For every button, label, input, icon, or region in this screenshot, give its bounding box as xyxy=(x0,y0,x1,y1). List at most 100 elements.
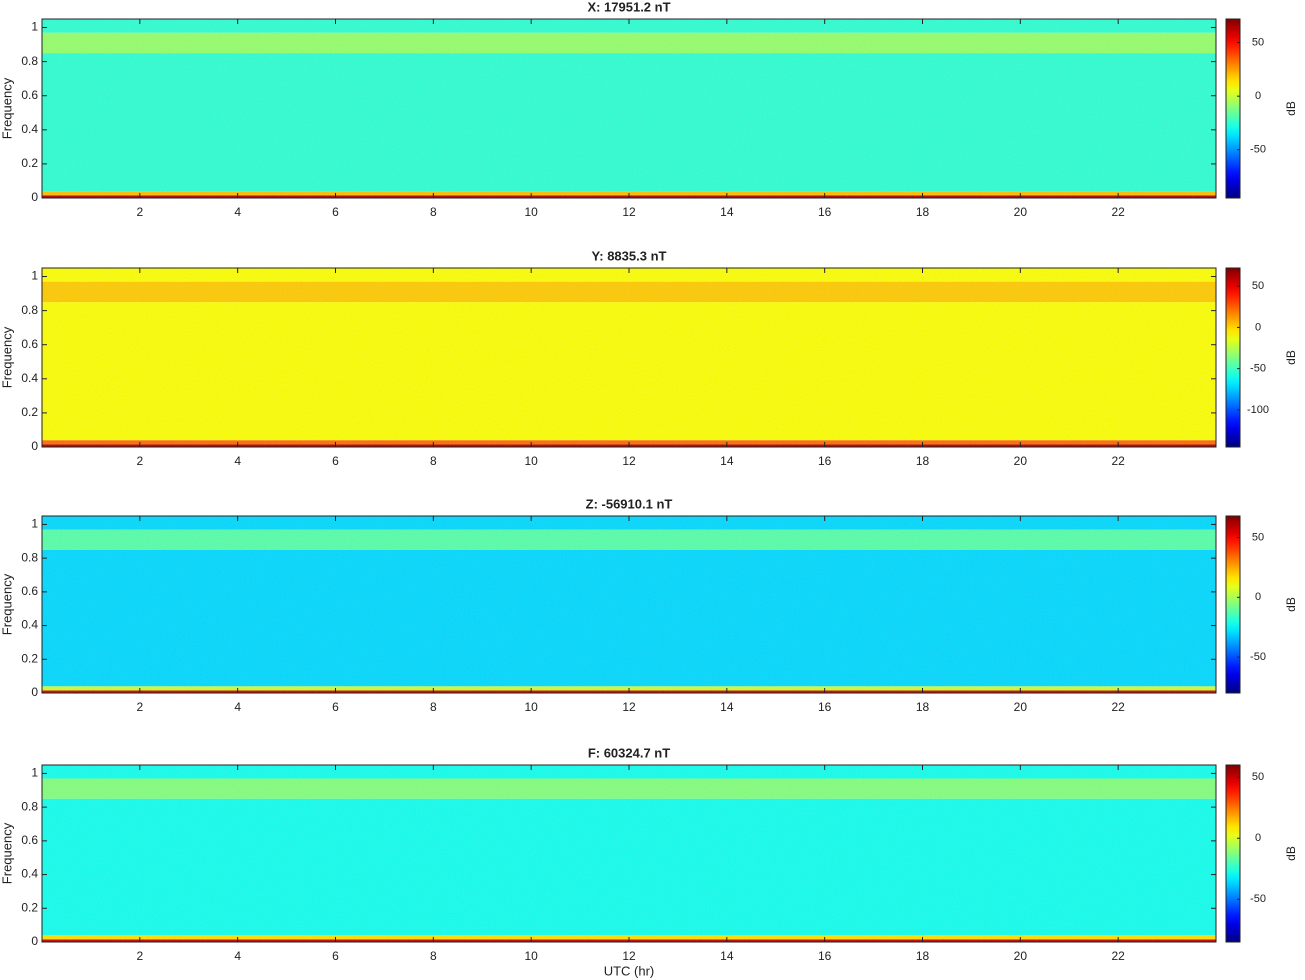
y-tick-label: 0.8 xyxy=(21,799,38,813)
x-tick-label: 8 xyxy=(430,700,437,714)
y-tick-label: 0.6 xyxy=(21,584,38,598)
x-tick-label: 12 xyxy=(622,454,636,468)
y-axis-label: Frequency xyxy=(0,77,14,139)
x-tick-label: 14 xyxy=(720,205,734,219)
y-tick-label: 0 xyxy=(31,439,38,453)
x-tick-label: 6 xyxy=(332,949,339,963)
y-axis-label: Frequency xyxy=(0,822,14,884)
x-tick-label: 4 xyxy=(234,700,241,714)
y-tick-label: 0.2 xyxy=(21,900,38,914)
x-tick-label: 8 xyxy=(430,454,437,468)
y-tick-label: 0.4 xyxy=(21,618,38,632)
x-tick-label: 14 xyxy=(720,949,734,963)
colorbar-tick-label: -50 xyxy=(1250,144,1266,156)
colorbar-tick-label: 50 xyxy=(1252,531,1264,543)
x-tick-label: 20 xyxy=(1014,454,1028,468)
x-tick-label: 4 xyxy=(234,949,241,963)
heat-cell xyxy=(42,778,1216,799)
y-tick-label: 0 xyxy=(31,685,38,699)
x-tick-label: 6 xyxy=(332,700,339,714)
panel-title: F: 60324.7 nT xyxy=(588,745,670,760)
y-tick-label: 0.8 xyxy=(21,550,38,564)
y-tick-label: 0.2 xyxy=(21,156,38,170)
y-tick-label: 0.8 xyxy=(21,54,38,68)
heat-cell xyxy=(42,53,1216,192)
panel-title: X: 17951.2 nT xyxy=(587,0,670,14)
heat-cell xyxy=(42,529,1216,550)
y-tick-label: 1 xyxy=(31,20,38,34)
y-tick-label: 0.6 xyxy=(21,88,38,102)
y-axis-label: Frequency xyxy=(0,326,14,388)
x-tick-label: 18 xyxy=(916,205,930,219)
x-tick-label: 22 xyxy=(1111,700,1125,714)
x-tick-label: 10 xyxy=(524,205,538,219)
x-tick-label: 10 xyxy=(524,454,538,468)
colorbar xyxy=(1225,18,1241,199)
y-axis-label: Frequency xyxy=(0,573,14,635)
x-tick-label: 2 xyxy=(136,454,143,468)
x-tick-label: 18 xyxy=(916,949,930,963)
x-tick-label: 6 xyxy=(332,454,339,468)
heat-cell xyxy=(42,32,1216,54)
x-tick-label: 16 xyxy=(818,205,832,219)
y-tick-label: 0.6 xyxy=(21,833,38,847)
y-tick-label: 0.2 xyxy=(21,651,38,665)
x-tick-label: 10 xyxy=(524,949,538,963)
colorbar-tick-label: 50 xyxy=(1252,280,1264,292)
x-tick-label: 2 xyxy=(136,700,143,714)
x-tick-label: 22 xyxy=(1111,205,1125,219)
x-tick-label: 2 xyxy=(136,949,143,963)
x-tick-label: 8 xyxy=(430,205,437,219)
heat-cell xyxy=(42,798,1216,936)
y-tick-label: 0.2 xyxy=(21,405,38,419)
panel-title: Y: 8835.3 nT xyxy=(592,248,667,263)
x-tick-label: 4 xyxy=(234,454,241,468)
colorbar-tick-label: -100 xyxy=(1247,404,1269,416)
colorbar-tick-label: 50 xyxy=(1252,36,1264,48)
heat-cell xyxy=(42,549,1216,687)
colorbar xyxy=(1225,764,1241,943)
x-tick-label: 22 xyxy=(1111,949,1125,963)
colorbar xyxy=(1225,515,1241,694)
y-tick-label: 0 xyxy=(31,934,38,948)
x-tick-label: 10 xyxy=(524,700,538,714)
colorbar-label: dB xyxy=(1284,350,1298,365)
x-tick-label: 22 xyxy=(1111,454,1125,468)
x-tick-label: 12 xyxy=(622,700,636,714)
x-axis-label: UTC (hr) xyxy=(604,963,655,978)
x-tick-label: 16 xyxy=(818,454,832,468)
x-tick-label: 20 xyxy=(1014,949,1028,963)
y-tick-label: 0.4 xyxy=(21,371,38,385)
heat-cell xyxy=(42,281,1216,303)
x-tick-label: 14 xyxy=(720,700,734,714)
colorbar-tick-label: 0 xyxy=(1255,321,1261,333)
y-tick-label: 1 xyxy=(31,269,38,283)
x-tick-label: 2 xyxy=(136,205,143,219)
colorbar-tick-label: 0 xyxy=(1255,832,1261,844)
colorbar-tick-label: -50 xyxy=(1250,651,1266,663)
heat-cell xyxy=(42,302,1216,441)
x-tick-label: 16 xyxy=(818,949,832,963)
colorbar xyxy=(1225,267,1241,448)
y-tick-label: 0.6 xyxy=(21,337,38,351)
x-tick-label: 12 xyxy=(622,205,636,219)
x-tick-label: 18 xyxy=(916,700,930,714)
x-tick-label: 12 xyxy=(622,949,636,963)
y-tick-label: 1 xyxy=(31,766,38,780)
colorbar-tick-label: 50 xyxy=(1252,771,1264,783)
colorbar-tick-label: 0 xyxy=(1255,90,1261,102)
x-tick-label: 18 xyxy=(916,454,930,468)
x-tick-label: 20 xyxy=(1014,205,1028,219)
y-tick-label: 0.4 xyxy=(21,122,38,136)
y-tick-label: 0 xyxy=(31,190,38,204)
colorbar-label: dB xyxy=(1284,101,1298,116)
panel-title: Z: -56910.1 nT xyxy=(586,496,673,511)
x-tick-label: 14 xyxy=(720,454,734,468)
x-tick-label: 4 xyxy=(234,205,241,219)
colorbar-label: dB xyxy=(1284,597,1298,612)
colorbar-label: dB xyxy=(1284,846,1298,861)
colorbar-tick-label: -50 xyxy=(1250,363,1266,375)
y-tick-label: 0.4 xyxy=(21,867,38,881)
x-tick-label: 16 xyxy=(818,700,832,714)
